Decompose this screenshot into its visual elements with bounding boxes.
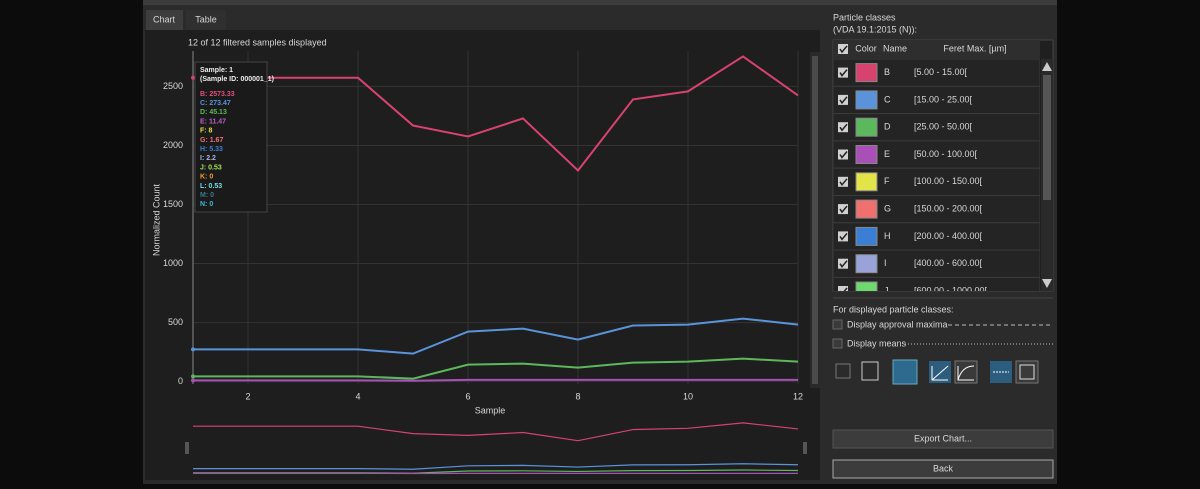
button-label: Back — [933, 463, 954, 473]
tooltip-line: M: 0 — [200, 192, 214, 199]
table-rows: B [5.00 - 15.00[ C [15.00 - 25.00[ D [25.00 -… — [833, 59, 1040, 305]
x-tick-label: 4 — [355, 391, 360, 401]
tooltip-line: C: 273.47 — [200, 100, 231, 107]
tooltip-line: K: 0 — [200, 174, 213, 181]
x-tick-label: 8 — [575, 391, 580, 401]
scroll-thumb[interactable] — [812, 56, 818, 384]
range-handle[interactable] — [803, 442, 807, 454]
column-header: Name — [883, 43, 907, 53]
checkbox[interactable] — [838, 122, 848, 132]
tab-label: Chart — [153, 14, 176, 24]
panel-title: Particle classes — [833, 12, 896, 22]
y-axis-label: Normalized Count — [151, 183, 161, 256]
class-name: H — [884, 231, 891, 241]
checkbox[interactable] — [838, 204, 848, 214]
class-name: B — [884, 67, 890, 77]
color-swatch[interactable] — [856, 91, 877, 109]
tooltip-header: Sample: 1 — [200, 67, 233, 74]
tooltip-line: B: 2573.33 — [200, 91, 235, 98]
checkbox[interactable] — [833, 339, 842, 348]
section-label: For displayed particle classes: — [833, 304, 954, 314]
color-swatch[interactable] — [856, 200, 877, 218]
tab-label: Table — [195, 14, 217, 24]
series-line — [193, 380, 798, 381]
class-name: D — [884, 122, 891, 132]
hover-point — [191, 374, 195, 378]
class-range: [150.00 - 200.00[ — [914, 203, 983, 213]
class-name: F — [884, 176, 890, 186]
color-swatch[interactable] — [856, 64, 877, 82]
hover-point — [191, 378, 195, 382]
tool-button[interactable] — [1016, 361, 1038, 383]
table-scroll-thumb[interactable] — [1043, 75, 1051, 200]
y-tick-label: 0 — [178, 376, 183, 386]
x-tick-label: 10 — [683, 391, 693, 401]
x-tick-label: 6 — [465, 391, 470, 401]
class-range: [100.00 - 150.00[ — [914, 176, 983, 186]
class-range: [15.00 - 25.00[ — [914, 94, 973, 104]
x-tick-label: 12 — [793, 391, 803, 401]
tooltip-line: F: 8 — [200, 128, 213, 135]
tooltip-line: H: 5.33 — [200, 146, 223, 153]
tooltip-line: I: 2.2 — [200, 155, 216, 162]
panel-subtitle: (VDA 19.1:2015 (N)): — [833, 24, 917, 34]
class-range: [200.00 - 400.00[ — [914, 231, 983, 241]
color-swatch[interactable] — [856, 255, 877, 273]
checkbox[interactable] — [838, 150, 848, 160]
color-swatch[interactable] — [856, 173, 877, 191]
hover-point — [191, 76, 195, 80]
y-tick-label: 2000 — [163, 140, 183, 150]
class-name: E — [884, 149, 890, 159]
button-label: Export Chart... — [914, 433, 972, 443]
class-name: G — [884, 203, 891, 213]
column-header: Feret Max. [µm] — [943, 43, 1006, 53]
tooltip-line: G: 1.67 — [200, 137, 223, 144]
tooltip-line: J: 0.53 — [200, 164, 222, 171]
range-handle[interactable] — [185, 442, 189, 454]
class-range: [400.00 - 600.00[ — [914, 258, 983, 268]
tooltip-header: (Sample ID: 000001_1) — [200, 76, 274, 83]
checkbox[interactable] — [838, 44, 848, 54]
column-header: Color — [855, 43, 877, 53]
option-label: Display means — [847, 338, 907, 348]
tool-button[interactable] — [893, 360, 917, 384]
chart-subtitle: 12 of 12 filtered samples displayed — [188, 37, 327, 47]
class-range: [25.00 - 50.00[ — [914, 122, 973, 132]
x-tick-label: 2 — [245, 391, 250, 401]
class-name: C — [884, 94, 891, 104]
y-tick-label: 500 — [168, 317, 183, 327]
tooltip-line: L: 0.53 — [200, 183, 222, 190]
checkbox[interactable] — [838, 177, 848, 187]
color-swatch[interactable] — [856, 227, 877, 245]
checkbox[interactable] — [838, 231, 848, 241]
checkbox[interactable] — [838, 259, 848, 269]
y-tick-label: 1500 — [163, 199, 183, 209]
color-swatch[interactable] — [856, 118, 877, 136]
y-tick-label: 2500 — [163, 81, 183, 91]
tooltip-line: E: 11.47 — [200, 118, 226, 125]
checkbox[interactable] — [838, 68, 848, 78]
option-label: Display approval maxima — [847, 319, 948, 329]
top-bar — [143, 0, 1057, 5]
tooltip-line: D: 45.13 — [200, 109, 227, 116]
checkbox[interactable] — [833, 320, 842, 329]
hover-point — [191, 347, 195, 351]
color-swatch[interactable] — [856, 146, 877, 164]
y-tick-label: 1000 — [163, 258, 183, 268]
checkbox[interactable] — [838, 95, 848, 105]
class-name: I — [884, 258, 887, 268]
tooltip-line: N: 0 — [200, 201, 213, 208]
class-range: [5.00 - 15.00[ — [914, 67, 968, 77]
x-axis-label: Sample — [475, 405, 506, 415]
class-range: [50.00 - 100.00[ — [914, 149, 978, 159]
